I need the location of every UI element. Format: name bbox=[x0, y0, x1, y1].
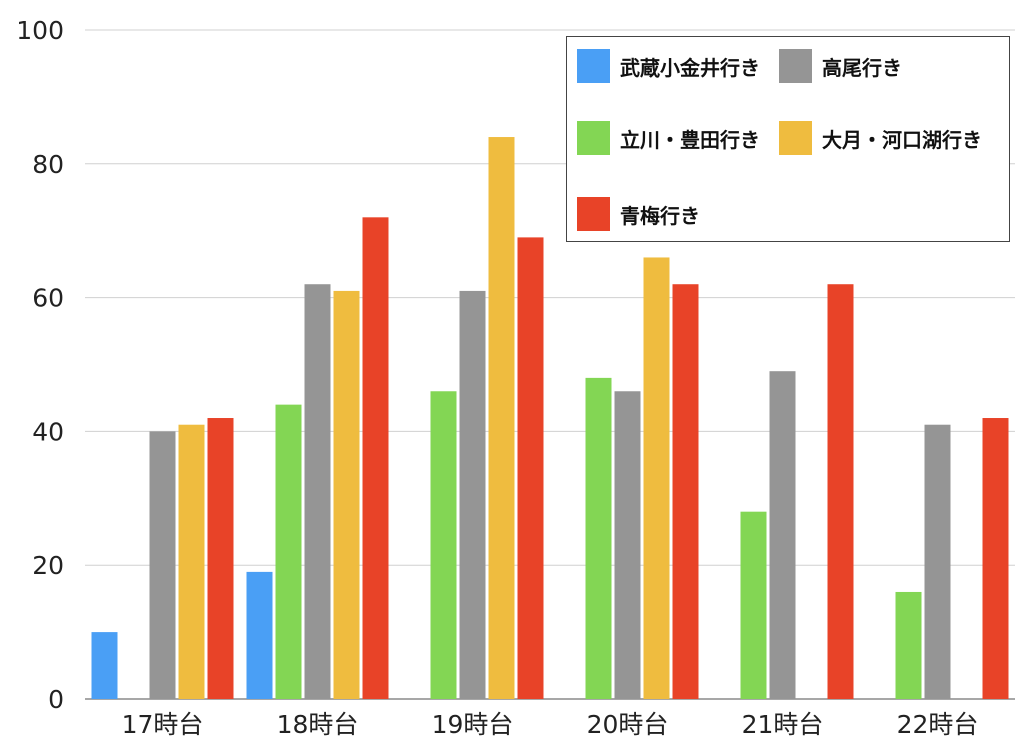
legend-swatch-4 bbox=[577, 197, 610, 231]
x-tick-label-5: 22時台 bbox=[897, 710, 979, 739]
bar-3-4 bbox=[672, 284, 699, 699]
legend-swatch-1 bbox=[577, 121, 610, 155]
bar-2-3 bbox=[488, 137, 515, 700]
bar-4-2 bbox=[769, 371, 796, 699]
y-tick-label-80: 80 bbox=[32, 150, 64, 179]
legend-label-3: 大月・河口湖行き bbox=[822, 127, 982, 152]
x-tick-label-3: 20時台 bbox=[587, 710, 669, 739]
x-tick-label-0: 17時台 bbox=[122, 710, 204, 739]
x-tick-label-4: 21時台 bbox=[742, 710, 824, 739]
bar-1-4 bbox=[362, 217, 389, 699]
bar-0-3 bbox=[178, 424, 205, 699]
bars bbox=[91, 137, 1009, 700]
x-tick-label-1: 18時台 bbox=[277, 710, 359, 739]
legend-label-2: 高尾行き bbox=[822, 55, 902, 80]
y-tick-label-20: 20 bbox=[32, 551, 64, 580]
legend-label-1: 立川・豊田行き bbox=[620, 127, 760, 152]
y-tick-label-60: 60 bbox=[32, 284, 64, 313]
bar-4-4 bbox=[827, 284, 854, 699]
y-tick-label-40: 40 bbox=[32, 417, 64, 446]
bar-2-2 bbox=[459, 290, 486, 699]
legend-item-2: 高尾行き bbox=[779, 49, 902, 83]
legend-item-0: 武蔵小金井行き bbox=[577, 49, 760, 83]
bar-4-1 bbox=[740, 511, 767, 699]
x-tick-label-2: 19時台 bbox=[432, 710, 514, 739]
bar-1-0 bbox=[246, 571, 273, 699]
legend-item-3: 大月・河口湖行き bbox=[779, 121, 982, 155]
legend-swatch-2 bbox=[779, 49, 812, 83]
bar-1-3 bbox=[333, 290, 360, 699]
x-axis-ticks: 17時台 18時台 19時台 20時台 21時台 22時台 bbox=[122, 710, 979, 739]
bar-2-1 bbox=[430, 391, 457, 699]
gridlines bbox=[85, 29, 1015, 700]
legend-label-4: 青梅行き bbox=[620, 203, 700, 228]
bar-2-4 bbox=[517, 237, 544, 699]
legend-swatch-0 bbox=[577, 49, 610, 83]
y-tick-label-100: 100 bbox=[16, 16, 64, 45]
bar-3-2 bbox=[614, 391, 641, 699]
bar-5-1 bbox=[895, 591, 922, 699]
legend-item-1: 立川・豊田行き bbox=[577, 121, 760, 155]
legend-swatch-3 bbox=[779, 121, 812, 155]
legend: 武蔵小金井行き 高尾行き 立川・豊田行き 大月・河口湖行き 青梅行き bbox=[566, 36, 1010, 242]
y-tick-label-0: 0 bbox=[48, 685, 64, 714]
bar-0-2 bbox=[149, 431, 176, 699]
bar-1-2 bbox=[304, 284, 331, 699]
legend-item-4: 青梅行き bbox=[577, 197, 700, 231]
bar-5-2 bbox=[924, 424, 951, 699]
y-axis-ticks: 0 20 40 60 80 100 bbox=[16, 16, 64, 714]
bar-3-1 bbox=[585, 377, 612, 699]
legend-label-0: 武蔵小金井行き bbox=[620, 55, 760, 80]
bar-0-0 bbox=[91, 632, 118, 699]
bar-5-4 bbox=[982, 418, 1009, 699]
bar-3-3 bbox=[643, 257, 670, 699]
bar-0-4 bbox=[207, 418, 234, 699]
bar-1-1 bbox=[275, 404, 302, 699]
